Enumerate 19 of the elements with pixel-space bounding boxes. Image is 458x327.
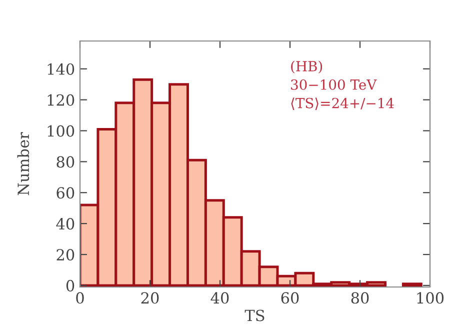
x-tick-label: 100 xyxy=(417,292,444,304)
y-tick-label: 60 xyxy=(56,187,74,199)
annotation: 30−100 TeV xyxy=(291,79,377,90)
annotation: (HB) xyxy=(291,60,322,74)
annotation: ⟨TS⟩=24+/−14 xyxy=(291,98,394,110)
y-tick-label: 0 xyxy=(66,280,74,292)
y-tick-label: 80 xyxy=(56,156,74,168)
y-tick-label: 100 xyxy=(48,125,74,137)
y-axis-title: Number xyxy=(17,132,30,196)
y-tick-label: 120 xyxy=(48,94,74,106)
x-tick-label: 40 xyxy=(210,292,229,304)
x-tick-label: 60 xyxy=(281,292,299,304)
x-axis-title: TS xyxy=(244,310,264,322)
x-tick-label: 0 xyxy=(76,292,84,304)
x-tick-label: 20 xyxy=(141,292,159,304)
y-tick-label: 40 xyxy=(56,218,74,230)
y-tick-label: 20 xyxy=(56,248,74,261)
y-tick-label: 140 xyxy=(48,63,74,75)
x-tick-label: 80 xyxy=(351,292,369,304)
